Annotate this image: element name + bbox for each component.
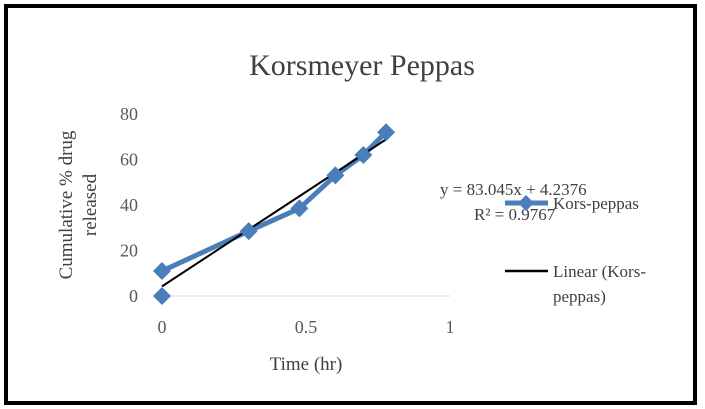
chart-frame [4, 4, 697, 405]
legend-label-linear: Linear (Kors- [553, 262, 646, 281]
plot-area [153, 123, 396, 305]
data-point-marker [153, 287, 171, 305]
x-tick-label: 0.5 [295, 317, 318, 337]
trendline-linear [161, 138, 387, 288]
x-axis-label: Time (hr) [270, 354, 343, 375]
legend-label-kors-peppas: Kors-peppas [553, 194, 639, 213]
y-tick-label: 60 [120, 150, 138, 170]
x-tick-label: 1 [446, 317, 455, 337]
data-point-marker [153, 261, 171, 280]
y-tick-label: 40 [120, 195, 138, 215]
data-point-marker [290, 199, 309, 218]
y-tick-label: 80 [120, 104, 138, 124]
data-point-marker [239, 222, 258, 241]
data-point-marker [354, 145, 373, 164]
y-tick-label: 20 [120, 241, 138, 261]
y-tick-label: 0 [129, 286, 138, 306]
y-tick-labels: 0 20 40 60 80 [120, 104, 138, 306]
chart-title: Korsmeyer Peppas [249, 49, 475, 82]
x-tick-label: 0 [158, 317, 167, 337]
legend: Kors-peppas Linear (Kors-peppas) [505, 194, 646, 306]
legend-marker-kors-peppas [518, 195, 534, 211]
y-axis-label: Cumulative % drug released [56, 130, 101, 279]
y-axis-label-line: released [80, 173, 101, 236]
series-line-kors-peppas [160, 130, 388, 274]
legend-label-linear: peppas) [553, 287, 606, 306]
trendline-equation: y = 83.045x + 4.2376 [440, 180, 587, 199]
data-point-marker [377, 123, 396, 142]
data-point-marker [326, 166, 345, 185]
y-axis-label-line: Cumulative % drug [56, 130, 77, 279]
r-squared-label: R² = 0.9767 [474, 205, 556, 224]
x-tick-labels: 0 0.5 1 [158, 317, 455, 337]
